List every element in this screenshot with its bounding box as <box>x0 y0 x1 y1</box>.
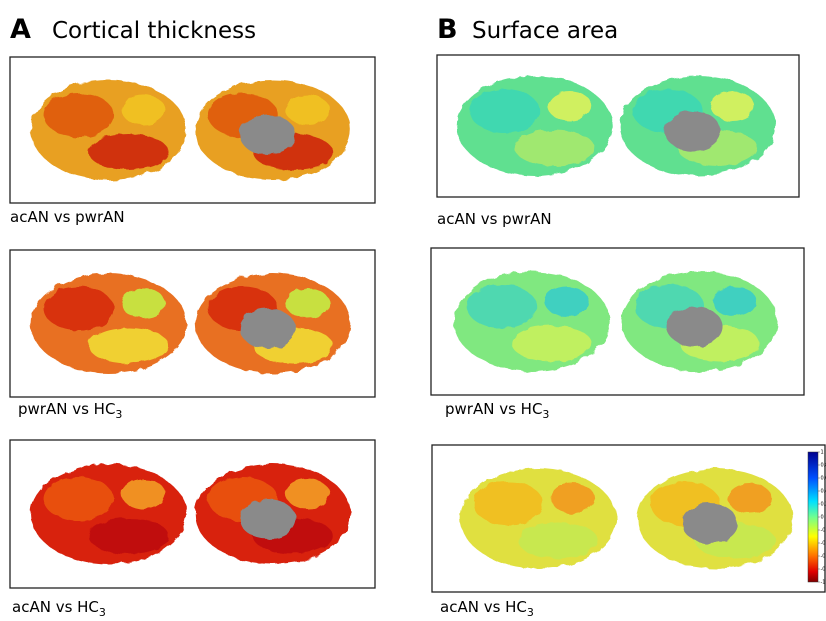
brain-region <box>514 130 595 166</box>
brain-lateral <box>30 80 187 180</box>
colorbar-tick-label: -0.6 <box>821 554 826 560</box>
brain-region <box>88 327 169 364</box>
brain-region <box>712 286 757 317</box>
brain-lateral <box>30 464 187 564</box>
brain-region <box>551 483 596 514</box>
colorbar-tick-label: -0.8 <box>821 567 826 573</box>
brain-region <box>121 479 166 509</box>
brain-region <box>518 522 599 559</box>
brain-region <box>547 91 592 121</box>
panel-frame <box>430 247 805 396</box>
panel-letter: A <box>10 14 31 45</box>
brain-region <box>43 477 114 521</box>
brain-region <box>469 89 540 133</box>
brain-medial <box>619 76 776 176</box>
brain-lateral <box>30 273 187 374</box>
colorbar-tick-label: -0.2 <box>821 528 826 534</box>
comparison-text: acAN vs pwrAN <box>437 210 552 228</box>
brain-region <box>88 518 169 554</box>
comparison-label: acAN vs pwrAN <box>10 208 125 226</box>
brain-lateral <box>456 76 613 176</box>
colorbar-tick-label: -1 <box>821 580 826 586</box>
comparison-text: pwrAN vs HC <box>445 400 542 418</box>
comparison-label: acAN vs HC3 <box>12 598 106 619</box>
brain-region <box>285 288 330 319</box>
brain-medial <box>194 273 351 374</box>
colorbar <box>807 451 819 583</box>
panel-frame <box>9 56 376 204</box>
comparison-subscript: 3 <box>115 408 122 421</box>
comparison-text: acAN vs HC <box>440 598 527 616</box>
panel-frame <box>9 439 376 589</box>
panel-title: Cortical thickness <box>52 18 256 44</box>
colorbar-tick-label: 0.4 <box>821 489 826 495</box>
comparison-label: pwrAN vs HC3 <box>18 400 122 421</box>
colorbar-tick-label: 0.8 <box>821 463 826 469</box>
brain-region <box>121 288 166 319</box>
panel-frame <box>436 54 800 198</box>
panel-frame <box>431 444 826 593</box>
comparison-label: acAN vs pwrAN <box>437 210 552 228</box>
comparison-label: acAN vs HC3 <box>440 598 534 619</box>
brain-region <box>710 91 755 121</box>
panel-title: Surface area <box>472 18 618 44</box>
brain-medial <box>194 80 351 180</box>
brain-region <box>121 95 166 125</box>
brain-region <box>466 284 537 329</box>
colorbar-tick-label: -0.4 <box>821 541 826 547</box>
comparison-text: acAN vs pwrAN <box>10 208 125 226</box>
brain-region <box>285 479 330 509</box>
brain-medial <box>621 271 778 372</box>
brain-medial-wall <box>239 499 296 539</box>
brain-medial <box>636 468 793 569</box>
colorbar-tick-label: 0.6 <box>821 476 826 482</box>
brain-region <box>511 325 592 362</box>
brain-region <box>727 483 772 514</box>
brain-medial-wall <box>666 306 723 347</box>
panel-letter: B <box>437 14 458 45</box>
brain-region <box>285 95 330 125</box>
brain-medial-wall <box>239 308 296 349</box>
brain-lateral <box>453 271 610 372</box>
brain-region <box>43 93 114 137</box>
colorbar-tick-label: 0 <box>821 515 824 521</box>
brain-region <box>473 481 544 526</box>
brain-lateral <box>460 468 617 569</box>
comparison-text: acAN vs HC <box>12 598 99 616</box>
brain-medial <box>194 464 351 564</box>
comparison-label: pwrAN vs HC3 <box>445 400 549 421</box>
colorbar-tick-label: 1 <box>821 450 824 456</box>
brain-region <box>88 134 169 170</box>
brain-region <box>544 286 589 317</box>
colorbar-tick-label: 0.2 <box>821 502 826 508</box>
brain-medial-wall <box>664 111 721 151</box>
brain-medial-wall <box>239 115 296 155</box>
comparison-subscript: 3 <box>542 408 549 421</box>
comparison-subscript: 3 <box>527 606 534 619</box>
comparison-subscript: 3 <box>99 606 106 619</box>
comparison-text: pwrAN vs HC <box>18 400 115 418</box>
brain-region <box>43 286 114 331</box>
panel-frame <box>9 249 376 398</box>
brain-medial-wall <box>681 503 738 544</box>
